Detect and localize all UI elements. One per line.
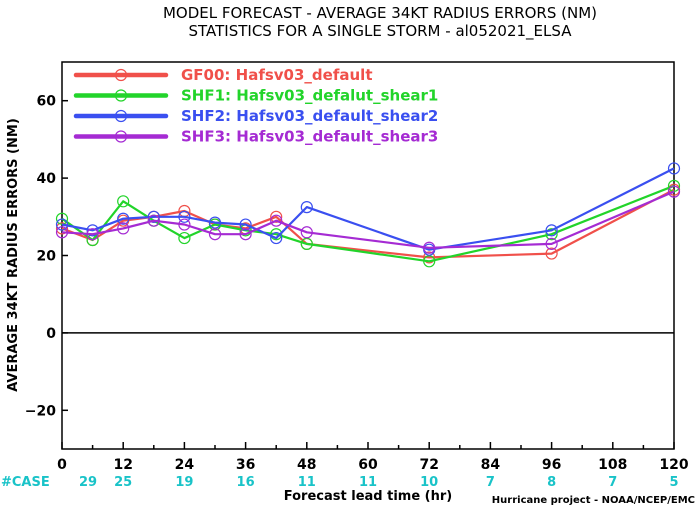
data-point (239, 228, 252, 241)
data-point (270, 214, 283, 227)
case-count: 11 (359, 475, 377, 490)
x-tick-label: 60 (358, 457, 378, 473)
data-point (423, 241, 436, 254)
series-1 (55, 183, 681, 264)
case-count: 16 (237, 475, 255, 490)
y-tick-label: −20 (25, 403, 56, 419)
data-point (423, 251, 436, 264)
data-point (178, 218, 191, 231)
x-axis-label: Forecast lead time (hr) (284, 489, 452, 504)
case-count: 7 (608, 475, 617, 490)
x-tick-label: 84 (481, 457, 501, 473)
legend-label: SHF2: Hafsv03_default_shear2 (181, 107, 438, 125)
data-point (147, 214, 160, 227)
data-point (545, 228, 558, 241)
x-tick-label: 108 (598, 457, 627, 473)
data-point (208, 216, 222, 229)
data-point (270, 231, 283, 245)
series-group (55, 162, 681, 268)
data-point (423, 255, 436, 268)
data-point (270, 210, 283, 223)
legend-marker (114, 130, 128, 143)
data-point (55, 226, 69, 239)
chart-title: MODEL FORECAST - AVERAGE 34KT RADIUS ERR… (163, 4, 597, 22)
legend-label: SHF1: Hafsv03_defalut_shear1 (181, 87, 438, 105)
data-point (147, 210, 160, 223)
x-axis: 0 12 24 36 48 60 72 84 96 108 120 (57, 442, 689, 473)
data-point (667, 162, 681, 175)
y-axis: −20 0 20 40 60 (25, 94, 68, 419)
case-count: 19 (175, 475, 193, 490)
case-count: 25 (114, 475, 132, 490)
legend-label: GF00: Hafsv03_default (181, 66, 372, 84)
data-point (178, 231, 191, 245)
case-count: 5 (669, 475, 678, 490)
series-line (61, 188, 675, 259)
legend-item: SHF3: Hafsv03_default_shear3 (73, 128, 438, 146)
data-point (117, 212, 130, 225)
data-point (55, 222, 69, 235)
x-tick-label: 24 (175, 457, 195, 473)
series-line (61, 184, 675, 263)
data-point (117, 195, 130, 208)
case-count-row: #CASE 29 25 19 16 11 11 10 7 8 7 5 (1, 475, 679, 490)
case-count: 7 (486, 475, 495, 490)
case-count: 11 (298, 475, 316, 490)
data-point (86, 228, 99, 241)
y-tick-label: 60 (37, 94, 57, 110)
data-point (55, 218, 69, 231)
y-tick-label: 0 (46, 326, 56, 342)
legend-marker (114, 109, 128, 123)
x-tick-label: 12 (113, 457, 132, 473)
legend-marker (114, 89, 128, 102)
data-point (300, 226, 313, 239)
data-point (545, 224, 558, 237)
data-point (239, 218, 252, 231)
y-tick-label: 40 (37, 171, 57, 187)
case-label: #CASE (1, 475, 50, 490)
series-2 (55, 179, 681, 268)
legend-label: SHF3: Hafsv03_default_shear3 (181, 128, 438, 146)
data-point (178, 210, 191, 223)
data-point (667, 179, 681, 192)
x-tick-label: 36 (236, 457, 255, 473)
legend-item: SHF1: Hafsv03_defalut_shear1 (73, 87, 438, 105)
legend-item: SHF2: Hafsv03_default_shear2 (73, 107, 438, 125)
data-point (270, 228, 283, 241)
data-point (208, 228, 222, 241)
x-tick-label: 48 (297, 457, 316, 473)
series-3 (55, 162, 681, 256)
data-point (300, 201, 313, 214)
series-line (61, 190, 675, 249)
data-point (545, 247, 558, 260)
chart-subtitle: STATISTICS FOR A SINGLE STORM - al052021… (189, 22, 573, 41)
y-tick-label: 20 (37, 249, 57, 265)
data-point (545, 237, 558, 250)
x-tick-label: 120 (659, 457, 688, 473)
credit-text: Hurricane project - NOAA/NCEP/EMC (492, 495, 695, 506)
x-tick-label: 96 (542, 457, 561, 473)
case-count: 10 (420, 475, 438, 490)
data-point (300, 237, 313, 250)
series-4 (55, 185, 681, 254)
x-tick-label: 0 (57, 457, 67, 473)
legend: GF00: Hafsv03_default SHF1: Hafsv03_defal… (73, 66, 438, 146)
legend-item: GF00: Hafsv03_default (73, 66, 372, 84)
data-point (667, 185, 681, 198)
y-axis-label: AVERAGE 34KT RADIUS ERRORS (NM) (6, 118, 21, 392)
x-tick-label: 72 (419, 457, 438, 473)
data-point (86, 224, 99, 237)
data-point (117, 222, 130, 235)
legend-marker (114, 68, 128, 82)
case-count: 8 (547, 475, 556, 490)
data-point (55, 212, 69, 225)
case-count: 29 (79, 475, 97, 490)
